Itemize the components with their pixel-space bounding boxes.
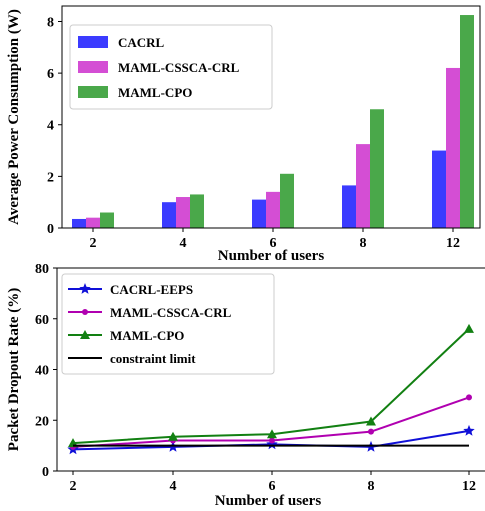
- bar-maml-cpo-12: [460, 15, 474, 229]
- bar-chart-xlabel: Number of users: [218, 248, 325, 264]
- bar-chart-plot-frame: [61, 5, 481, 229]
- bar-maml-cpo-8: [370, 109, 384, 228]
- bar-chart-ytick-label: 2: [47, 170, 54, 185]
- point-maml-cpo-8: [366, 416, 376, 426]
- line-chart-xlabel: Number of users: [215, 493, 322, 509]
- line-chart-legend-label: constraint limit: [110, 351, 196, 366]
- bar-chart-xtick-label: 12: [446, 236, 460, 251]
- bar-cacrl-8: [342, 185, 356, 228]
- point-maml-cssca-crl-12: [466, 394, 472, 401]
- line-chart-xtick-label: 2: [70, 479, 77, 494]
- bar-maml-cssca-crl-6: [266, 191, 280, 228]
- bar-chart-legend-swatch: [78, 61, 108, 73]
- line-chart-xtick-label: 8: [368, 479, 375, 494]
- bar-chart-ytick-label: 0: [47, 222, 54, 237]
- bar-cacrl-4: [162, 202, 176, 228]
- line-chart-legend-label: CACRL-EEPS: [110, 282, 193, 297]
- bar-maml-cpo-4: [190, 194, 204, 228]
- bar-maml-cpo-6: [280, 173, 294, 228]
- bar-maml-cpo-2: [100, 212, 114, 228]
- bar-maml-cssca-crl-12: [446, 67, 460, 228]
- bar-chart-legend-swatch: [78, 36, 108, 48]
- line-chart-ytick-label: 40: [35, 364, 49, 379]
- bar-chart-xtick-label: 8: [360, 236, 367, 251]
- point-maml-cpo-6: [267, 429, 277, 439]
- line-chart-legend-label: MAML-CPO: [110, 328, 184, 343]
- line-chart-legend-marker: [82, 309, 88, 315]
- line-chart-plot-frame: [56, 267, 485, 472]
- point-maml-cssca-crl-6: [269, 437, 275, 444]
- line-chart-legend-label: MAML-CSSCA-CRL: [110, 305, 232, 320]
- bar-maml-cssca-crl-4: [176, 197, 190, 228]
- bar-chart-ytick-label: 8: [47, 15, 54, 30]
- bar-chart-ytick-label: 4: [47, 119, 54, 134]
- bar-chart: 0 2 4 6 8 2 4 6 8 12 Number of users Average Power …: [6, 9, 474, 264]
- line-chart-legend-marker: [80, 330, 90, 339]
- bar-chart-legend-label: CACRL: [118, 35, 165, 50]
- line-chart-ytick-label: 0: [42, 465, 49, 480]
- line-chart-ytick-label: 80: [35, 262, 49, 277]
- line-chart-ytick-label: 20: [35, 414, 49, 429]
- bar-chart-xtick-label: 4: [180, 236, 187, 251]
- point-cacrl-eeps-12: [463, 424, 475, 436]
- bar-chart-xtick-label: 6: [270, 236, 277, 251]
- line-chart-xtick-label: 6: [269, 479, 276, 494]
- line-chart-ylabel: Packet Dropout Rate (%): [6, 288, 22, 451]
- point-maml-cpo-4: [168, 431, 178, 441]
- point-maml-cpo-12: [464, 323, 474, 333]
- bar-maml-cssca-crl-8: [356, 144, 370, 228]
- bar-chart-legend-swatch: [78, 86, 108, 98]
- line-chart-legend: [61, 273, 275, 375]
- bar-chart-xtick-label: 2: [90, 236, 97, 251]
- line-chart-xtick-label: 4: [170, 479, 177, 494]
- bar-cacrl-2: [72, 218, 86, 228]
- bar-chart-legend-label: MAML-CPO: [118, 85, 192, 100]
- line-chart-ytick-label: 60: [35, 313, 49, 328]
- bar-cacrl-12: [432, 150, 446, 228]
- bar-maml-cssca-crl-2: [86, 217, 100, 228]
- bar-chart-legend: [69, 24, 273, 110]
- bar-cacrl-6: [252, 199, 266, 228]
- point-cacrl-eeps-6: [266, 438, 278, 450]
- line-chart-legend-marker: [79, 283, 91, 294]
- bar-chart-legend-label: MAML-CSSCA-CRL: [118, 60, 240, 75]
- point-maml-cssca-crl-8: [368, 428, 374, 435]
- bar-chart-ylabel: Average Power Consumption (W): [6, 9, 22, 225]
- line-chart: 0 20 40 60 80 2 4 6 8 12 Number of users Packet Dro…: [6, 262, 476, 509]
- line-chart-xtick-label: 12: [462, 479, 476, 494]
- bar-chart-ytick-label: 6: [47, 67, 54, 82]
